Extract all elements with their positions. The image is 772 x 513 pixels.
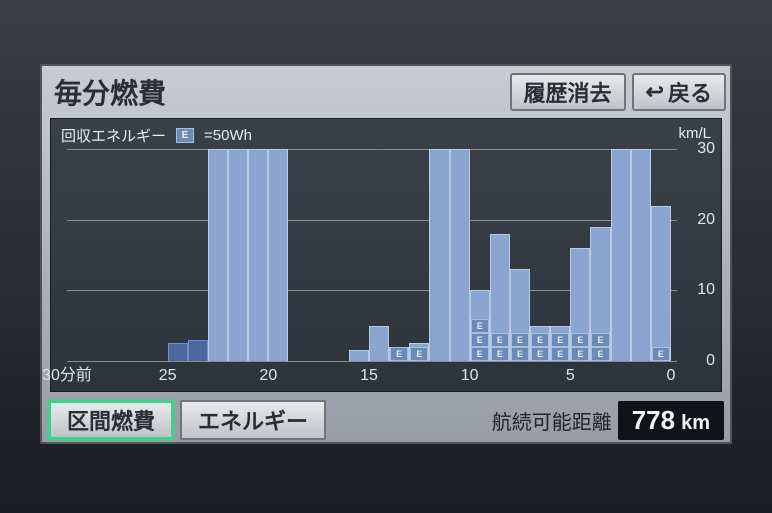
- x-tick-label: 30分前: [42, 361, 92, 385]
- tab-energy-label: エネルギー: [198, 404, 308, 436]
- fuel-bar: [248, 149, 268, 361]
- range-value: 778: [632, 405, 675, 436]
- x-tick-label: 25: [159, 367, 177, 385]
- fuel-bar: [188, 340, 208, 361]
- x-tick-label: 0: [667, 367, 676, 385]
- fuel-bar: [611, 149, 631, 361]
- x-tick-label: 5: [566, 367, 575, 385]
- e-marker-icon: E: [652, 347, 670, 361]
- clear-history-label: 履歴消去: [524, 76, 612, 108]
- y-tick-label: 0: [706, 352, 715, 370]
- x-tick-label: 15: [360, 367, 378, 385]
- range-value-box: 778 km: [618, 401, 724, 440]
- e-marker-icon: E: [471, 319, 489, 333]
- tab-trip-fuel-label: 区間燃費: [67, 404, 155, 436]
- gridline: [67, 361, 677, 362]
- e-marker-icon: E: [551, 333, 569, 347]
- e-marker-icon: E: [491, 347, 509, 361]
- fuel-bar: [349, 350, 369, 361]
- e-marker-icon: E: [511, 333, 529, 347]
- x-tick-label: 10: [461, 367, 479, 385]
- fuel-bar: EE: [570, 248, 590, 361]
- e-marker-icon: E: [591, 347, 609, 361]
- fuel-bar: [228, 149, 248, 361]
- legend-label: 回収エネルギー: [61, 125, 166, 146]
- fuel-bar: E: [389, 347, 409, 361]
- back-arrow-icon: ↩: [646, 79, 664, 105]
- bottom-bar: 区間燃費 エネルギー 航続可能距離 778 km: [42, 396, 730, 444]
- back-button-label: 戻る: [668, 76, 712, 108]
- fuel-bar: EE: [550, 326, 570, 361]
- fuel-bar: [208, 149, 228, 361]
- y-tick-label: 20: [697, 211, 715, 229]
- fuel-bar: [429, 149, 449, 361]
- chart-legend: 回収エネルギー E =50Wh: [61, 125, 252, 146]
- e-legend-text: =50Wh: [204, 127, 252, 144]
- e-marker-icon: E: [410, 347, 428, 361]
- fuel-consumption-chart: 回収エネルギー E =50Wh km/L 010203030分前25201510…: [50, 118, 722, 392]
- fuel-bar: [631, 149, 651, 361]
- e-marker-icon: E: [531, 347, 549, 361]
- gridline: [67, 149, 677, 150]
- range-label: 航続可能距離: [492, 406, 612, 435]
- fuel-bar: EE: [510, 269, 530, 361]
- fuel-bar: EE: [590, 227, 610, 361]
- fuel-bar: E: [651, 206, 671, 361]
- clear-history-button[interactable]: 履歴消去: [510, 73, 626, 111]
- e-marker-icon: E: [531, 333, 549, 347]
- e-marker-icon: E: [471, 333, 489, 347]
- title-bar: 毎分燃費 履歴消去 ↩ 戻る: [42, 66, 730, 114]
- screen-container: 毎分燃費 履歴消去 ↩ 戻る 回収エネルギー E =50Wh km/L 0102…: [40, 64, 732, 444]
- fuel-bar: EE: [490, 234, 510, 361]
- tab-energy[interactable]: エネルギー: [180, 400, 326, 440]
- e-marker-icon: E: [471, 347, 489, 361]
- e-legend-icon: E: [176, 128, 194, 143]
- device-bezel: 毎分燃費 履歴消去 ↩ 戻る 回収エネルギー E =50Wh km/L 0102…: [0, 0, 772, 513]
- e-marker-icon: E: [591, 333, 609, 347]
- fuel-bar: [268, 149, 288, 361]
- range-unit: km: [681, 412, 710, 435]
- gridline: [67, 220, 677, 221]
- fuel-bar: [369, 326, 389, 361]
- x-tick-label: 20: [259, 367, 277, 385]
- page-title: 毎分燃費: [54, 72, 504, 112]
- e-marker-icon: E: [511, 347, 529, 361]
- fuel-bar: E: [409, 343, 429, 361]
- tab-trip-fuel[interactable]: 区間燃費: [48, 400, 174, 440]
- e-marker-icon: E: [571, 333, 589, 347]
- fuel-bar: [168, 343, 188, 361]
- y-tick-label: 10: [697, 281, 715, 299]
- chart-plot-area: 010203030分前2520151050EEEEEEEEEEEEEEEEEE: [67, 149, 671, 361]
- e-marker-icon: E: [571, 347, 589, 361]
- e-marker-icon: E: [551, 347, 569, 361]
- fuel-bar: EE: [530, 326, 550, 361]
- fuel-bar: [450, 149, 470, 361]
- e-marker-icon: E: [491, 333, 509, 347]
- y-tick-label: 30: [697, 140, 715, 158]
- e-marker-icon: E: [390, 347, 408, 361]
- back-button[interactable]: ↩ 戻る: [632, 73, 726, 111]
- fuel-bar: EEE: [470, 290, 490, 361]
